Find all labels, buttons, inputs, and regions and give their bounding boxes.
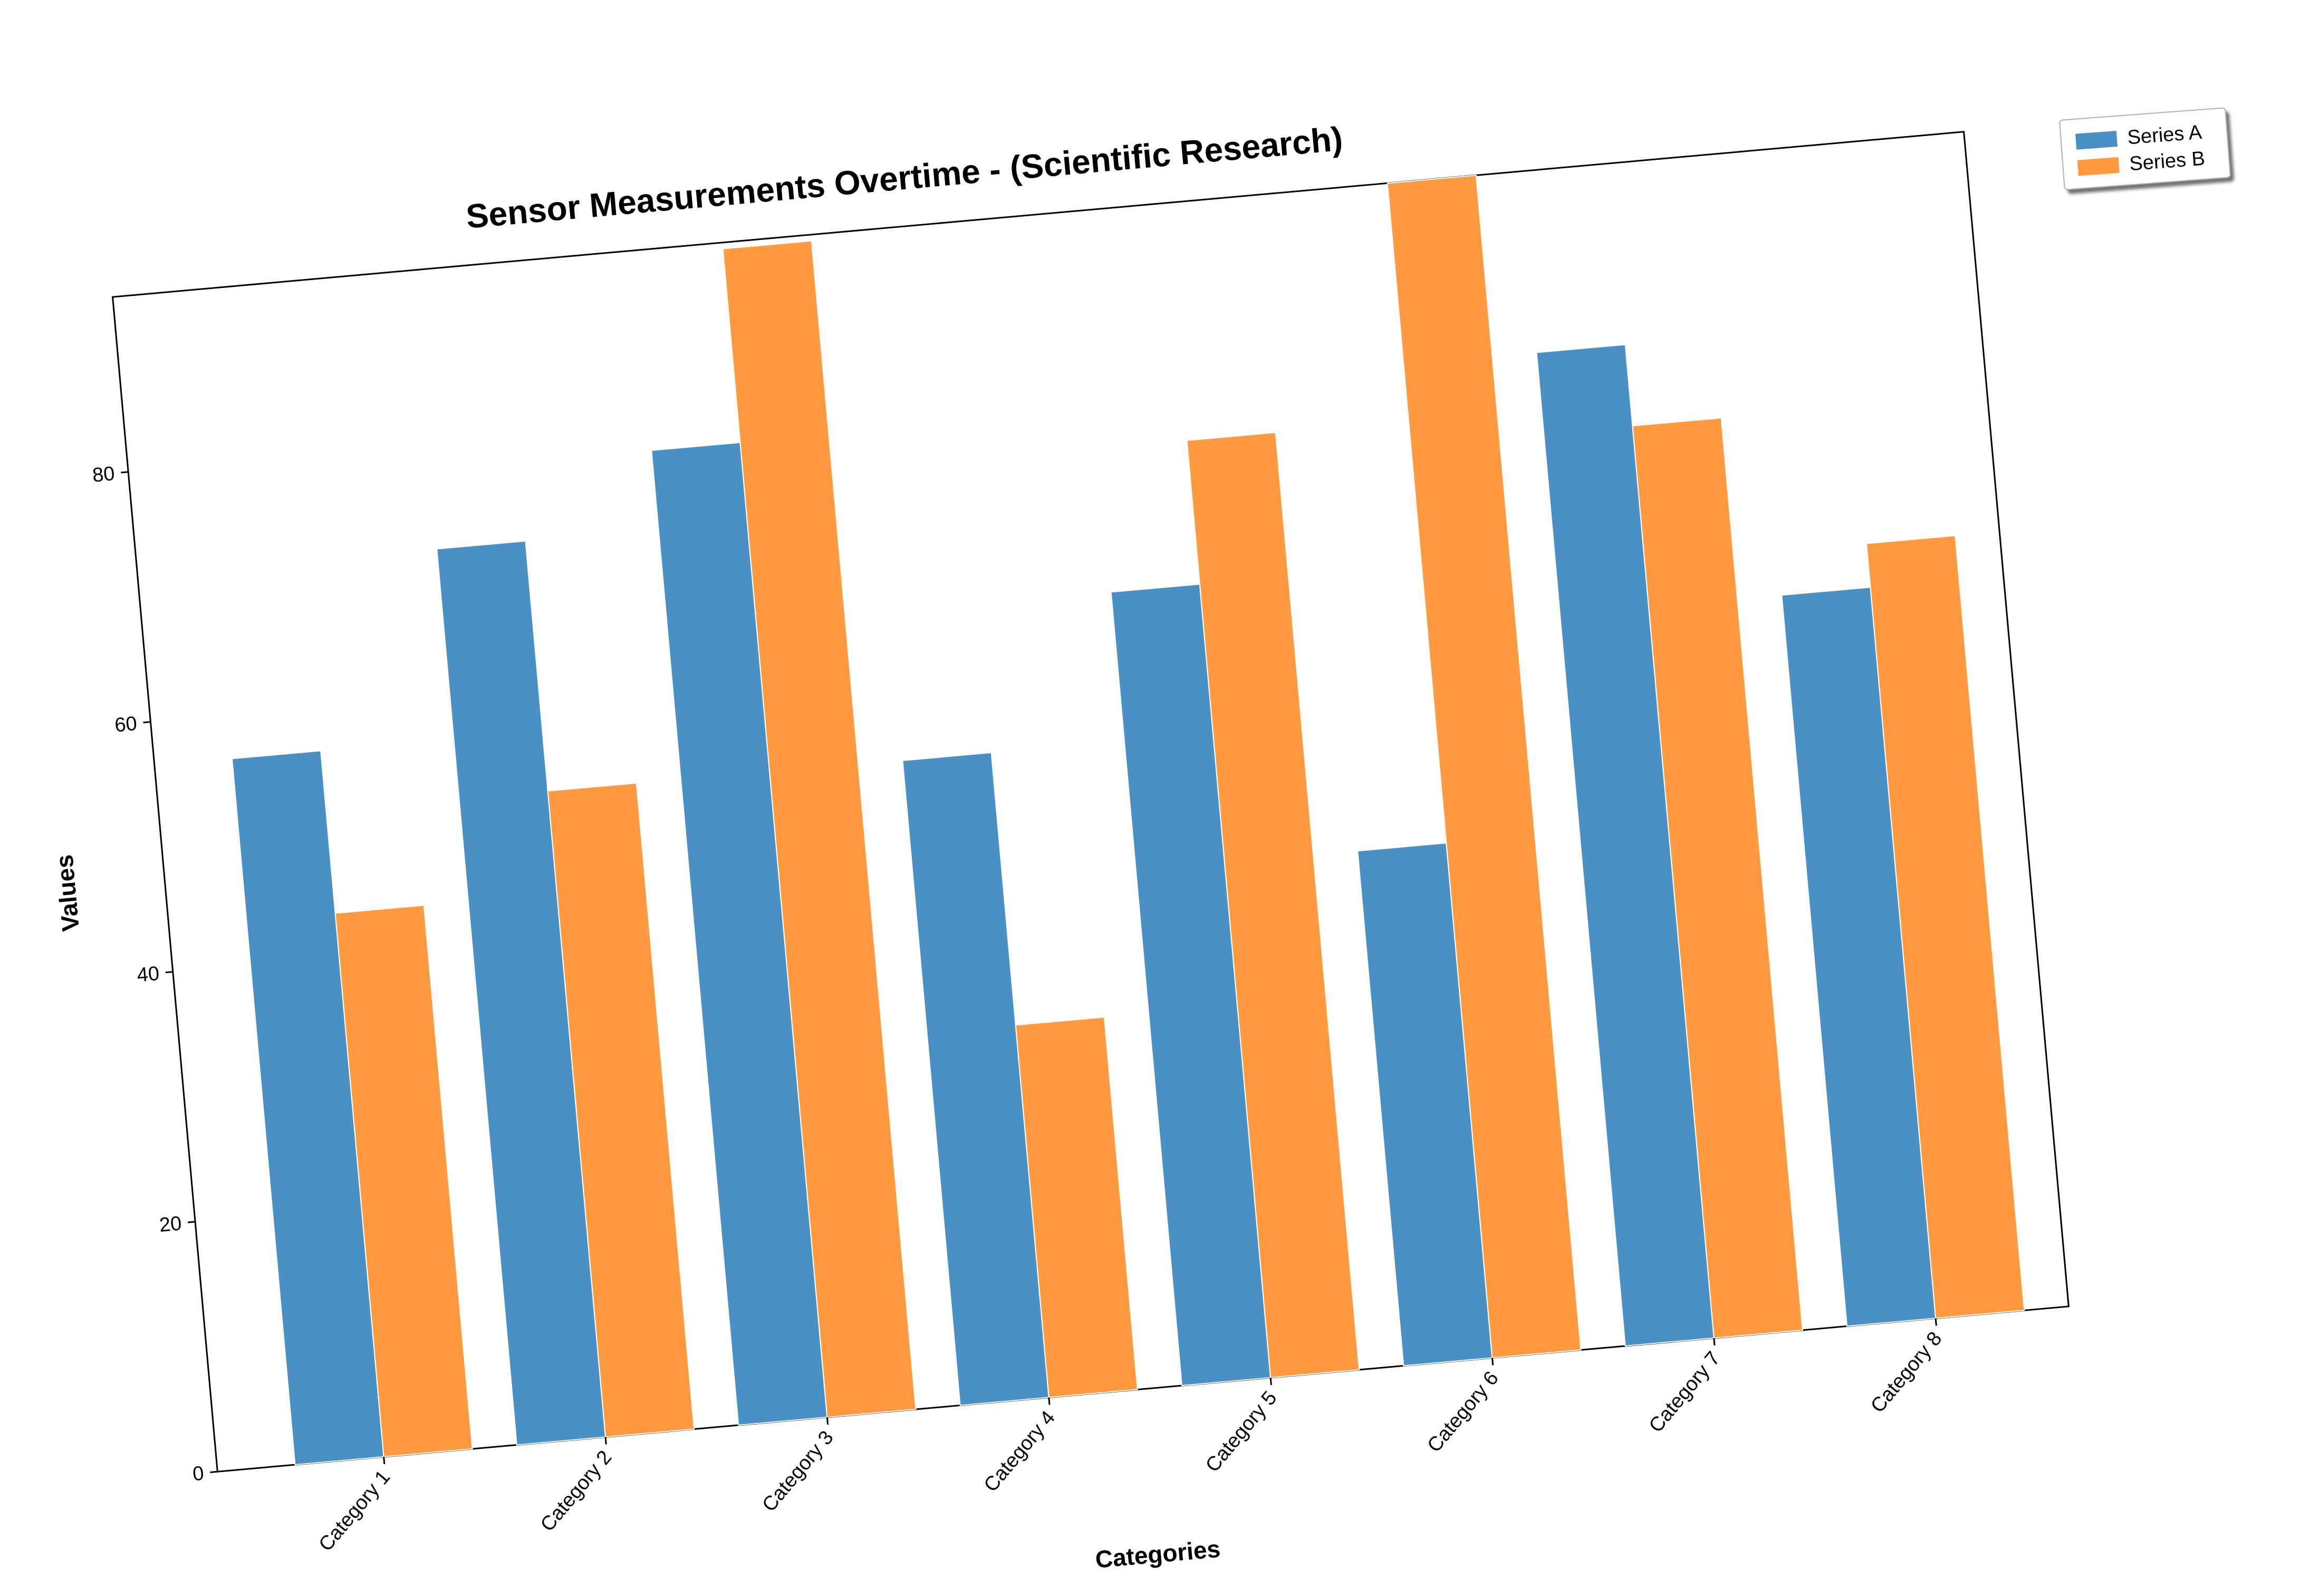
x-tick-mark — [604, 1437, 607, 1445]
x-tick-label: Category 6 — [1423, 1367, 1503, 1457]
x-axis-label: Categories — [1094, 1535, 1221, 1573]
x-tick-mark — [1048, 1397, 1051, 1405]
plot-frame — [111, 131, 2070, 1473]
x-tick-label: Category 2 — [536, 1446, 616, 1536]
y-tick-label: 0 — [192, 1463, 205, 1486]
legend: Series A Series B — [2059, 107, 2231, 190]
bar-series-b-category-3 — [722, 240, 917, 1418]
bar-series-b-category-6 — [1387, 175, 1582, 1359]
legend-swatch-series-a — [2075, 130, 2118, 150]
chart-title: Sensor Measurements Overtime - (Scientif… — [465, 120, 1344, 236]
bar-series-b-category-8 — [1866, 535, 2025, 1319]
x-tick-label: Category 1 — [315, 1466, 394, 1556]
x-tick-label: Category 8 — [1866, 1328, 1946, 1417]
plot-group: 0 20 40 60 80 Category 1 Category 2 Category 3… — [50, 120, 2070, 1573]
x-tick-mark — [1491, 1358, 1494, 1366]
bars-group — [231, 175, 2025, 1466]
y-tick-mark — [121, 471, 129, 474]
x-tick-mark — [1269, 1377, 1272, 1386]
y-tick-label: 20 — [158, 1213, 182, 1237]
bar-series-b-category-4 — [1015, 1016, 1138, 1398]
x-tick-label: Category 4 — [980, 1407, 1060, 1496]
y-tick-label: 40 — [136, 963, 160, 987]
y-tick-label: 80 — [91, 463, 115, 487]
bar-series-b-category-5 — [1186, 431, 1360, 1379]
bar-series-b-category-1 — [334, 905, 473, 1458]
x-tick-label: Category 3 — [758, 1427, 837, 1516]
x-tick-mark — [1713, 1338, 1716, 1346]
y-tick-mark — [143, 721, 151, 724]
bar-series-b-category-2 — [547, 782, 695, 1438]
y-axis-ticks: 0 20 40 60 80 — [91, 463, 218, 1486]
y-axis-label: Values — [50, 853, 84, 932]
bar-series-b-category-7 — [1632, 417, 1804, 1339]
y-tick-label: 60 — [114, 713, 138, 737]
x-tick-label: Category 5 — [1201, 1387, 1281, 1477]
x-tick-label: Category 7 — [1645, 1348, 1725, 1437]
legend-swatch-series-b — [2077, 157, 2120, 176]
